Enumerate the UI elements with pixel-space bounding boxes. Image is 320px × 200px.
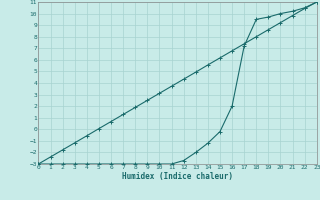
X-axis label: Humidex (Indice chaleur): Humidex (Indice chaleur) [122,172,233,181]
